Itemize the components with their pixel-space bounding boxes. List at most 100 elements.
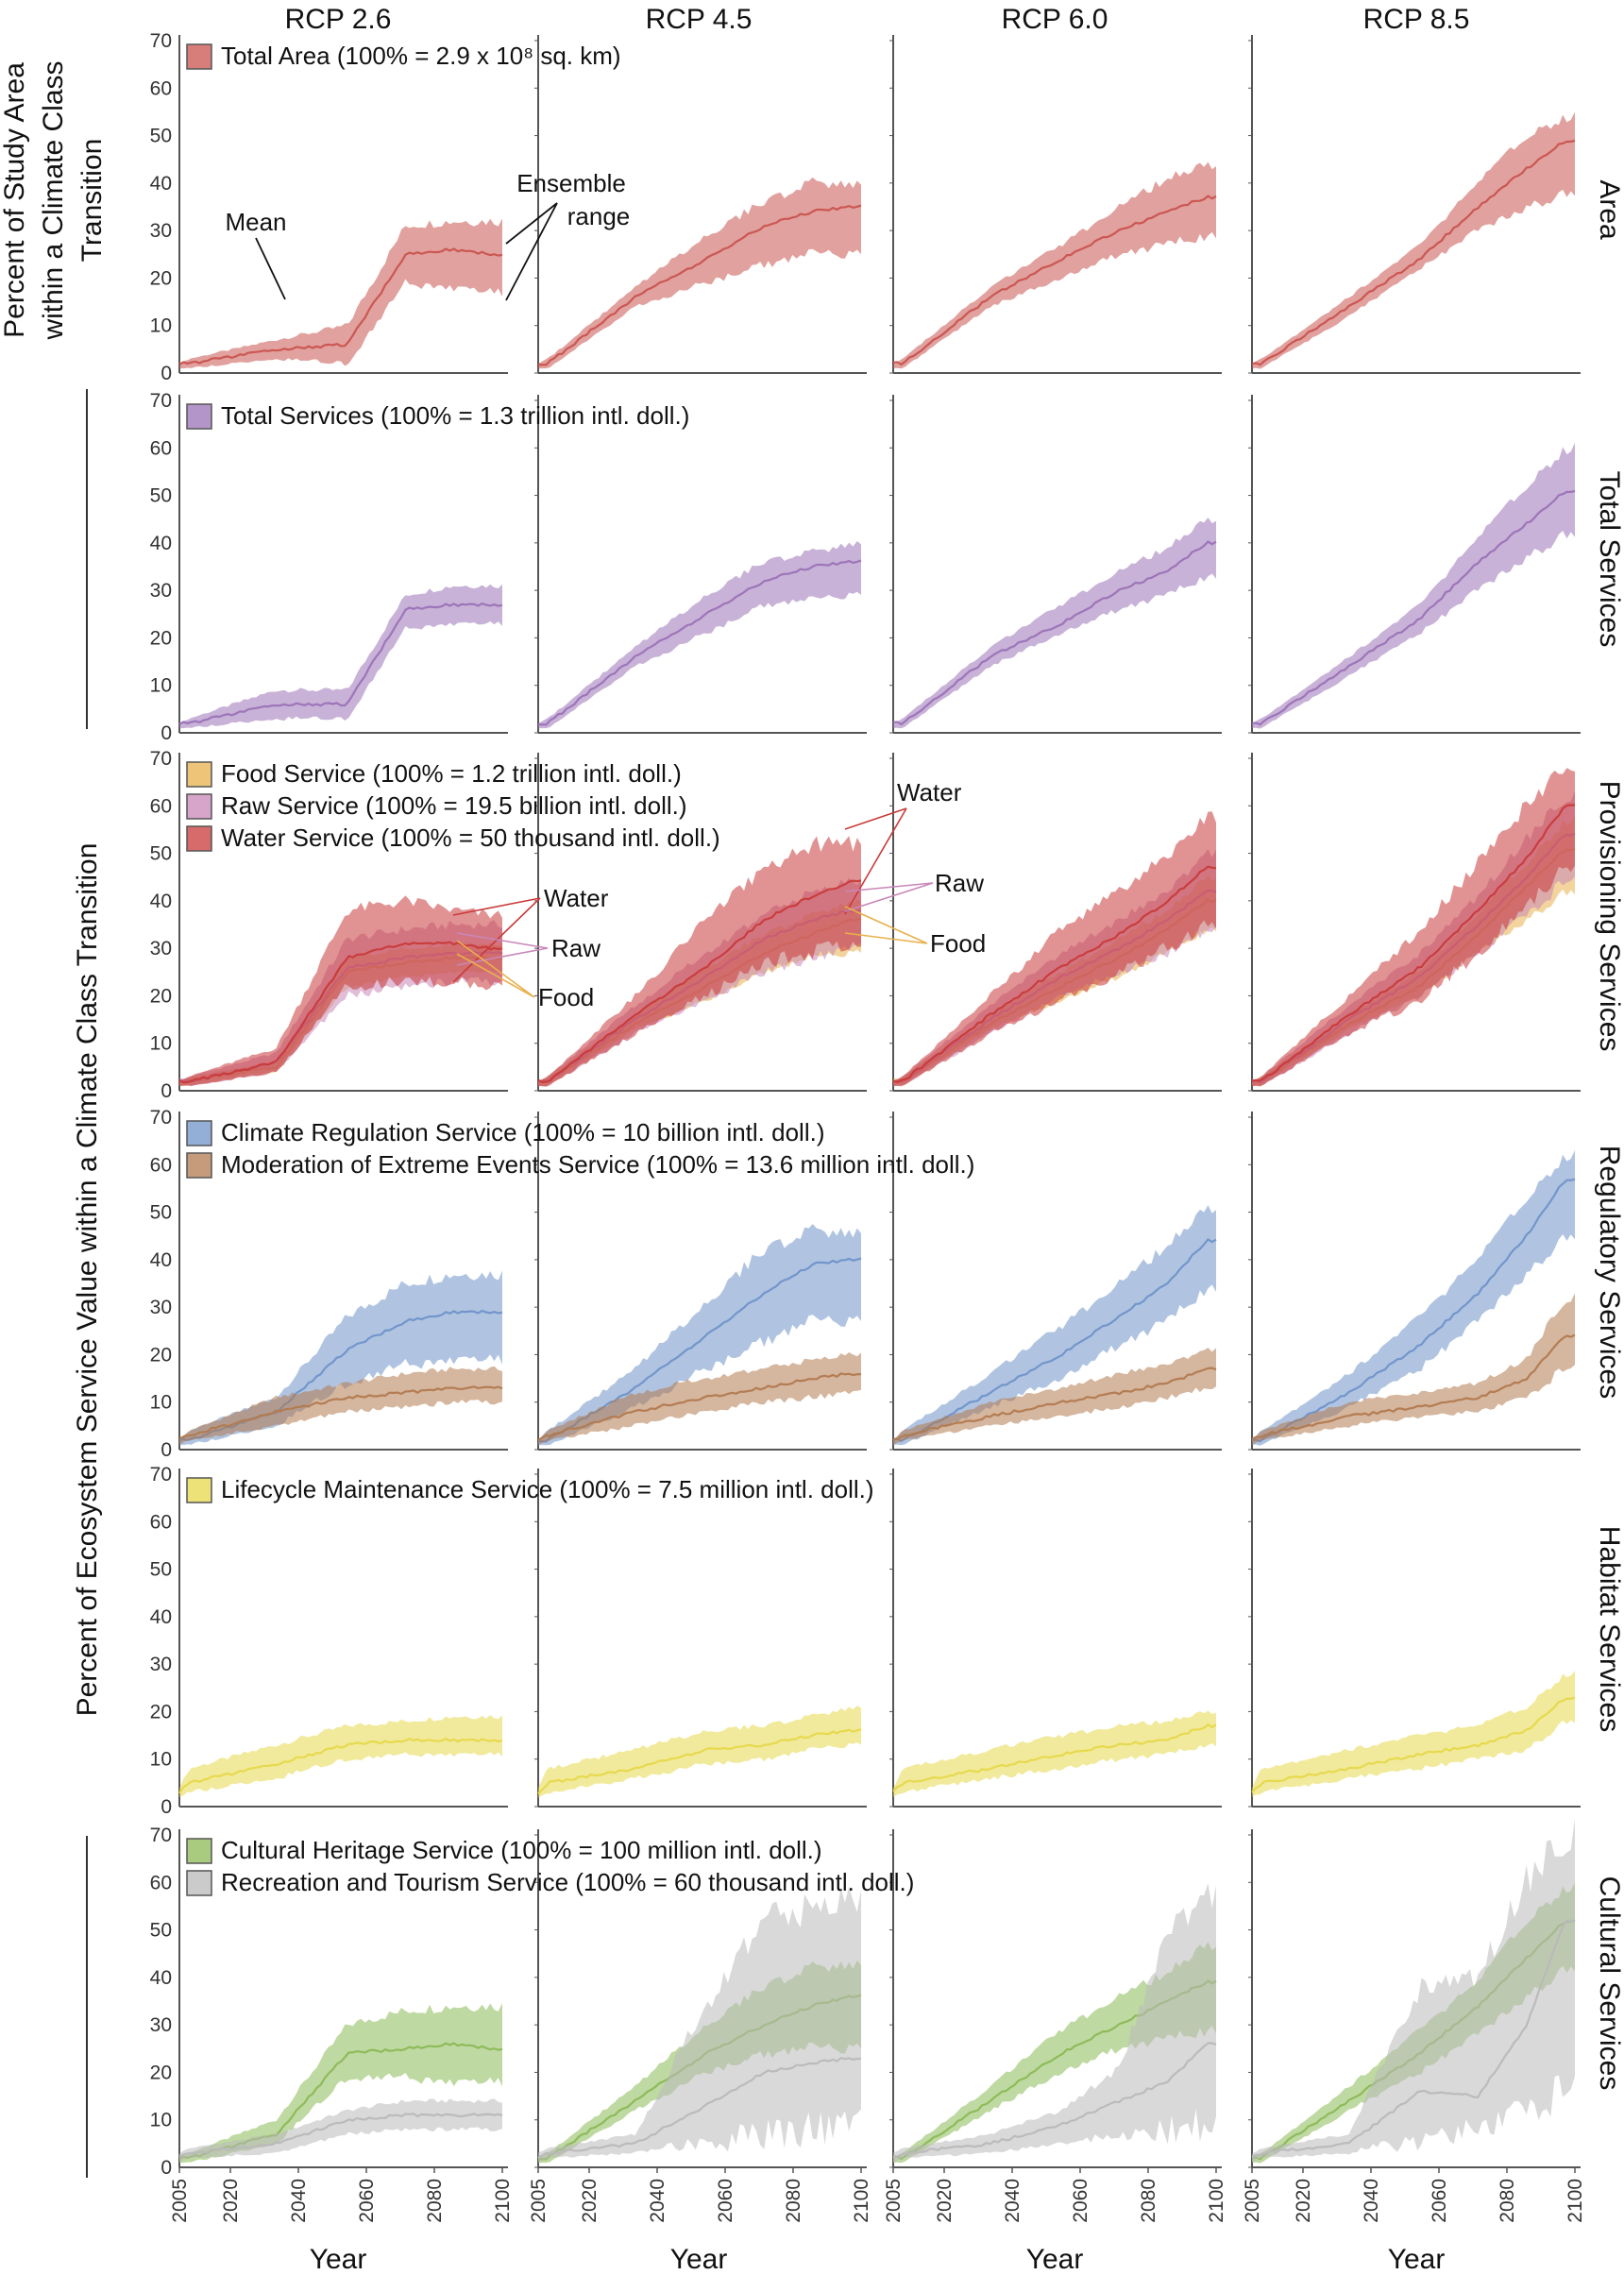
legend-label: Total Area (100% = 2.9 x 10⁸ sq. km) — [221, 42, 621, 70]
y-tick-label: 20 — [150, 2062, 172, 2083]
legend-swatch — [186, 1120, 212, 1146]
ensemble-range-band — [179, 895, 502, 1086]
y-label-top-line3: Transition — [76, 139, 108, 263]
ensemble-range-band — [538, 541, 861, 729]
panel-habitat-services-1: 0 10 20 30 40 50 60 70 — [150, 1464, 508, 1818]
x-tick-label: 2060 — [1429, 2179, 1450, 2223]
ensemble-range-band — [538, 1886, 861, 2163]
ensemble-range-band — [538, 1224, 861, 1446]
y-tick-label: 50 — [150, 126, 172, 147]
x-tick-label: 2080 — [424, 2179, 446, 2223]
mean-line — [1251, 1918, 1576, 2158]
x-label-rcp85: Year — [1388, 2244, 1446, 2275]
y-tick-label: 30 — [150, 1297, 172, 1318]
y-tick-label: 70 — [150, 1464, 172, 1486]
x-tick-label: 2005 — [1242, 2179, 1263, 2223]
row-label-regulatory: Regulatory Services — [1594, 1146, 1624, 1399]
ensemble-range-band — [179, 1366, 502, 1446]
mean-line — [537, 1728, 862, 1794]
y-label-top-line2: within a Climate Class — [38, 60, 69, 340]
chart-layer: 0 10 20 30 40 50 60 70 Total Area (100% = 2.9 x … — [150, 30, 1586, 2223]
row-label-area: Area — [1594, 179, 1624, 240]
y-tick-label: 30 — [150, 220, 172, 242]
y-tick-label: 60 — [150, 1511, 172, 1533]
ensemble-range-band — [1252, 442, 1575, 729]
x-tick-label: 2080 — [783, 2179, 804, 2223]
ensemble-range-band — [1252, 1671, 1575, 1797]
y-tick-label: 10 — [150, 2110, 172, 2131]
legend-label: Recreation and Tourism Service (100% = 6… — [221, 1868, 914, 1896]
ensemble-range-band — [1252, 1149, 1575, 1446]
annotation-water-pointers-rcp60 — [844, 807, 907, 915]
x-tick-label: 2100 — [492, 2179, 514, 2223]
y-tick-label: 0 — [161, 2157, 172, 2179]
legend-label: Food Service (100% = 1.2 trillion intl. … — [221, 759, 682, 788]
annotation-water-rcp60: Water — [897, 778, 962, 806]
y-label-top-line1: Percent of Study Area — [0, 62, 30, 338]
x-tick-label: 2060 — [356, 2179, 378, 2223]
mean-line — [178, 1737, 503, 1794]
y-tick-label: 20 — [150, 1701, 172, 1723]
x-tick-label: 2040 — [1002, 2179, 1023, 2223]
x-tick-label: 2100 — [1206, 2179, 1227, 2223]
y-tick-label: 10 — [150, 315, 172, 337]
y-tick-label: 50 — [150, 1559, 172, 1581]
x-tick-label: 2005 — [528, 2179, 550, 2223]
mean-line — [1251, 139, 1576, 366]
panel-regulatory-services-4 — [1248, 1112, 1581, 1451]
row-label-habitat: Habitat Services — [1594, 1526, 1624, 1732]
legend-swatch — [186, 825, 212, 852]
panel-provisioning-services-1: 0 10 20 30 40 50 60 70 — [150, 748, 508, 1102]
ensemble-range-band — [1252, 111, 1575, 369]
legend-swatch — [186, 43, 212, 70]
annotation-ensemble-pointer-lower — [505, 202, 558, 301]
panel-total-services-2 — [534, 395, 867, 734]
panel-habitat-services-4 — [1248, 1469, 1581, 1808]
panel-cultural-services-4: 2005 2020 2040 2060 2080 2100 — [1242, 1818, 1586, 2223]
legend-label: Climate Regulation Service (100% = 10 bi… — [221, 1118, 825, 1146]
annotation-food-pointers-rcp26 — [456, 940, 535, 998]
y-tick-label: 40 — [150, 891, 172, 912]
x-tick-label: 2040 — [1361, 2179, 1382, 2223]
legend-swatch — [186, 1477, 212, 1503]
panel-total-services-4 — [1248, 395, 1581, 734]
ensemble-range-band — [538, 177, 861, 369]
y-tick-label: 0 — [161, 722, 172, 744]
mean-line — [537, 1372, 862, 1442]
legend-swatch — [186, 761, 212, 788]
mean-line — [537, 2057, 862, 2160]
mean-line — [537, 879, 862, 1083]
mean-line — [892, 1723, 1217, 1792]
y-tick-label: 20 — [150, 627, 172, 649]
y-tick-label: 0 — [161, 1080, 172, 1102]
x-tick-label: 2020 — [579, 2179, 601, 2223]
annotation-food-pointers-rcp60 — [844, 906, 928, 944]
y-tick-label: 70 — [150, 1825, 172, 1846]
legend-label: Water Service (100% = 50 thousand intl. … — [221, 823, 720, 852]
panel-area-3 — [889, 35, 1222, 374]
y-tick-label: 20 — [150, 1344, 172, 1366]
ensemble-range-band — [1252, 768, 1575, 1087]
y-tick-label: 0 — [161, 363, 172, 384]
x-label-rcp45: Year — [670, 2244, 728, 2275]
mean-line — [892, 1367, 1217, 1441]
x-tick-label: 2020 — [1293, 2179, 1314, 2223]
y-tick-label: 50 — [150, 1202, 172, 1224]
panel-regulatory-services-2 — [534, 1112, 867, 1451]
legend-swatch — [186, 1870, 212, 1896]
y-tick-label: 30 — [150, 2014, 172, 2036]
ensemble-range-band — [893, 811, 1216, 1086]
annotation-water-rcp26: Water — [544, 884, 609, 912]
y-tick-label: 50 — [150, 843, 172, 865]
x-tick-label: 2040 — [288, 2179, 310, 2223]
ensemble-range-band — [179, 218, 502, 369]
panel-cultural-services-2: 2005 2020 2040 2060 2080 2100 — [528, 1829, 872, 2223]
mean-line — [537, 204, 862, 366]
mean-line — [1251, 1696, 1576, 1793]
ensemble-range-band — [893, 1942, 1216, 2164]
x-label-rcp26: Year — [310, 2244, 367, 2275]
x-tick-label: 2100 — [1565, 2179, 1586, 2223]
mean-line — [1251, 489, 1576, 726]
mean-line — [1251, 1178, 1576, 1443]
